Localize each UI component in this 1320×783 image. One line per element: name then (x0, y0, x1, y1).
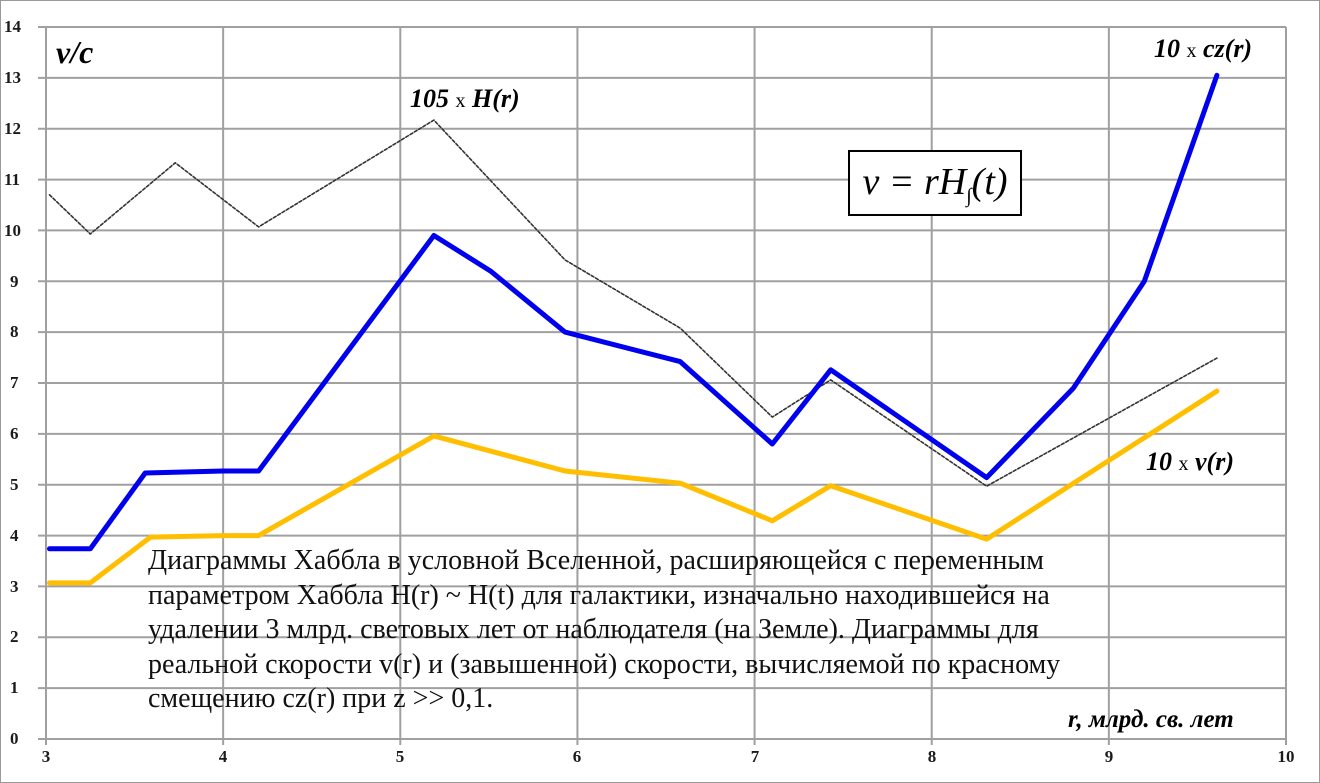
y-tick: 11 (4, 170, 21, 189)
x-tick: 5 (395, 747, 405, 766)
v-label-multiplier: 10 (1146, 447, 1172, 476)
caption-line: смещению cz(r) при z >> 0,1. (148, 683, 494, 714)
chart-caption: Диаграммы Хаббла в условной Вселенной, р… (148, 544, 1288, 717)
formula-box: v = rH∫(t) (848, 150, 1022, 216)
cz-series-label: 10 x cz(r) (1154, 34, 1252, 64)
x-tick: 10 (1277, 747, 1295, 766)
cz-label-multiplier: 10 (1154, 34, 1180, 63)
series-line (48, 119, 1218, 488)
x-tick: 6 (572, 747, 582, 766)
y-tick: 1 (10, 678, 19, 697)
formula-lhs: v = rH (862, 161, 967, 203)
series-line (47, 72, 1220, 552)
h-label-multiplier: 105 (410, 84, 449, 113)
x-tick: 3 (41, 747, 51, 766)
caption-line: реальной скорости v(r) и (завышенной) ск… (148, 648, 1061, 680)
y-tick: 9 (10, 272, 19, 291)
y-tick: 12 (4, 119, 21, 138)
y-tick: 2 (10, 627, 19, 646)
v-series-label: 10 x v(r) (1146, 447, 1234, 477)
y-tick: 14 (4, 17, 21, 36)
y-tick: 10 (4, 221, 21, 240)
y-tick: 3 (10, 577, 19, 596)
times-sign: x (1186, 40, 1197, 62)
x-tick: 9 (1104, 747, 1114, 766)
x-tick: 7 (750, 747, 760, 766)
series-line (47, 388, 1220, 586)
x-axis-title: r, млрд. св. лет (1068, 706, 1234, 733)
formula-subscript: ∫ (966, 185, 972, 207)
y-tick: 0 (10, 729, 19, 748)
x-tick: 8 (927, 747, 937, 766)
y-tick: 7 (10, 373, 19, 392)
formula-rhs: (t) (971, 161, 1008, 203)
x-tick: 4 (218, 747, 228, 766)
caption-line: удалении 3 млрд. световых лет от наблюда… (148, 614, 1039, 645)
y-tick: 13 (4, 68, 21, 87)
h-series-label: 105 x H(r) (410, 84, 520, 114)
series-lines (47, 72, 1220, 586)
y-axis-title: v/c (56, 34, 94, 70)
y-tick: 4 (10, 526, 19, 545)
times-sign: x (1178, 453, 1189, 475)
gridlines (38, 26, 1287, 745)
y-tick: 5 (10, 475, 19, 494)
times-sign: x (455, 90, 466, 112)
y-tick: 8 (10, 322, 19, 341)
caption-line: Диаграммы Хаббла в условной Вселенной, р… (148, 545, 1044, 576)
cz-label-function: cz(r) (1203, 34, 1253, 63)
h-label-function: H(r) (472, 84, 520, 113)
v-label-function: v(r) (1195, 447, 1234, 476)
caption-line: параметром Хаббла H(r) ~ H(t) для галакт… (148, 579, 1050, 611)
y-tick: 6 (10, 424, 19, 443)
